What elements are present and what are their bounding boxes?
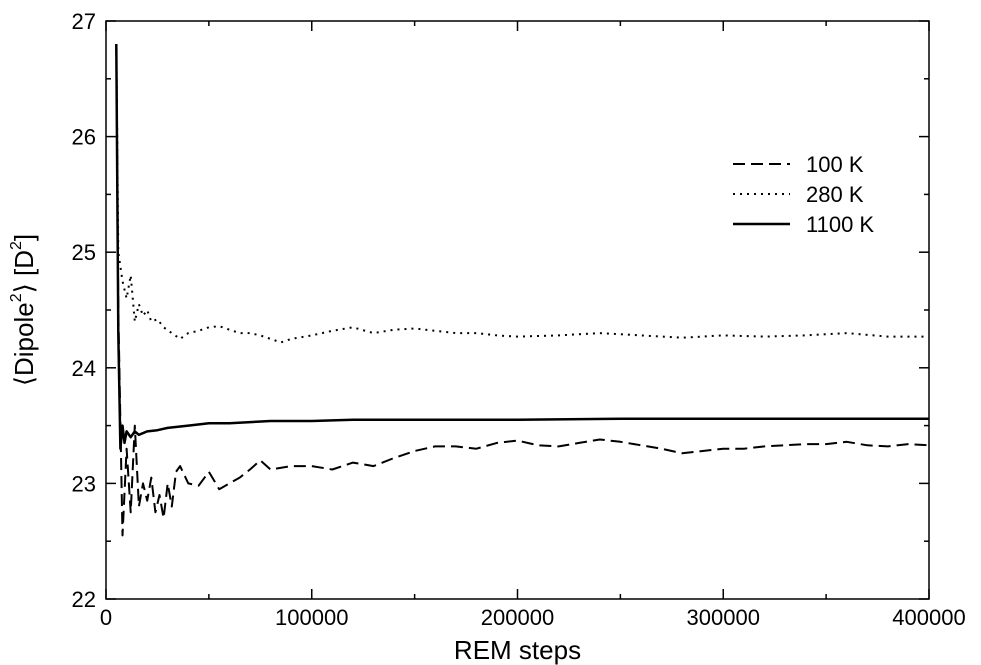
y-tick-label: 26: [72, 125, 96, 150]
series-line-1100-k: [115, 44, 929, 450]
y-axis-title: ⟨Dipole2⟩ [D2]: [8, 234, 39, 386]
legend-entry: 1100 K: [733, 212, 874, 237]
series-line-100-k: [115, 44, 930, 537]
y-tick-label: 24: [72, 356, 96, 381]
legend-label: 1100 K: [806, 212, 874, 237]
plot-area-border: [105, 20, 930, 600]
y-tick-label: 25: [72, 240, 96, 265]
x-tick-label: 300000: [687, 605, 760, 630]
x-tick-label: 0: [100, 605, 112, 630]
y-axis-title-prefix: ⟨Dipole: [9, 302, 39, 386]
y-tick-label: 22: [72, 587, 96, 612]
legend-entry: 280 K: [733, 182, 864, 207]
y-axis-title-suffix: ]: [9, 234, 39, 241]
x-tick-label: 200000: [481, 605, 554, 630]
y-axis-title-sup1: 2: [8, 293, 25, 302]
y-tick-label: 23: [72, 471, 96, 496]
x-tick-label: 100000: [275, 605, 348, 630]
series-line-280-k: [115, 44, 929, 344]
axis-tick-labels: 0 100000 200000 300000 400000 22 23 24 25 26 27: [72, 9, 966, 630]
legend-label: 100 K: [806, 152, 864, 177]
y-axis-title-mid: ⟩ [D: [9, 250, 39, 293]
y-tick-label: 27: [72, 9, 96, 34]
x-axis-title: REM steps: [454, 635, 581, 665]
legend-entry: 100 K: [733, 152, 864, 177]
series-layer: [115, 44, 930, 537]
plot-frame: [105, 20, 930, 600]
legend: 100 K 280 K 1100 K: [733, 152, 874, 237]
y-axis-title-sup2: 2: [8, 241, 25, 250]
x-tick-label: 400000: [892, 605, 965, 630]
legend-label: 280 K: [806, 182, 864, 207]
axis-ticks: [105, 20, 930, 600]
